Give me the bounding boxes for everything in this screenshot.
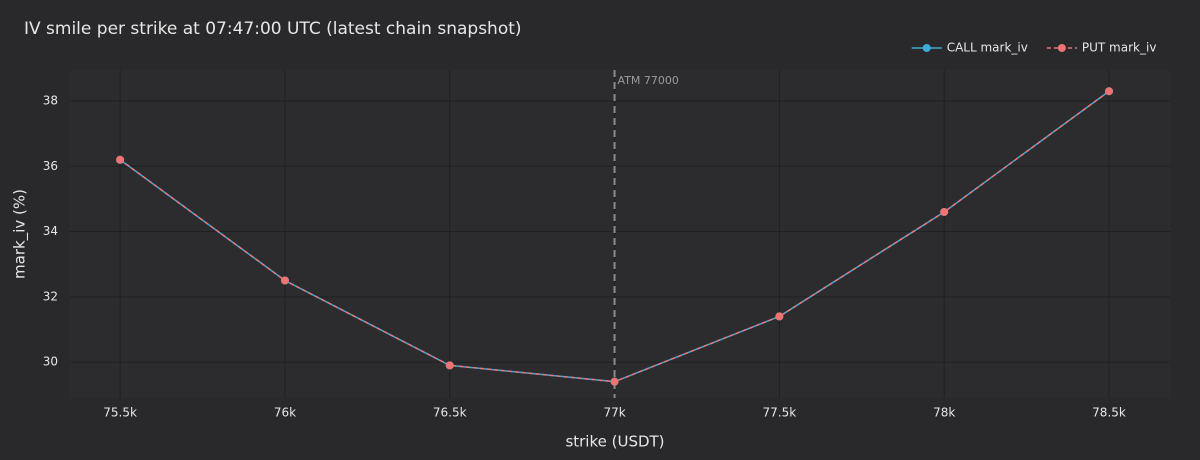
legend-marker	[922, 44, 931, 52]
y-tick-label: 34	[43, 224, 58, 238]
y-tick-label: 32	[43, 289, 58, 303]
legend-marker	[1057, 44, 1066, 52]
x-tick-label: 77k	[603, 406, 625, 420]
data-point	[1105, 87, 1114, 96]
y-tick-label: 38	[43, 94, 58, 108]
x-tick-label: 78.5k	[1092, 406, 1126, 420]
data-point	[775, 312, 784, 321]
data-point	[610, 377, 619, 386]
legend-label: PUT mark_iv	[1082, 41, 1157, 55]
data-point	[445, 361, 454, 370]
atm-label: ATM 77000	[618, 74, 679, 87]
x-axis-title: strike (USDT)	[565, 433, 664, 451]
data-point	[116, 155, 125, 164]
x-tick-label: 77.5k	[763, 406, 797, 420]
y-tick-label: 36	[43, 159, 58, 173]
chart-title: IV smile per strike at 07:47:00 UTC (lat…	[24, 19, 522, 39]
legend-item: CALL mark_iv	[911, 41, 1028, 55]
legend-item: PUT mark_iv	[1046, 41, 1157, 55]
y-tick-label: 30	[43, 355, 58, 369]
x-tick-label: 75.5k	[103, 406, 137, 420]
data-point	[940, 207, 949, 216]
plot-area	[70, 70, 1170, 398]
x-tick-label: 76.5k	[433, 406, 467, 420]
x-tick-label: 78k	[933, 406, 955, 420]
y-axis-title: mark_iv (%)	[11, 189, 30, 279]
legend-label: CALL mark_iv	[947, 41, 1028, 55]
x-tick-label: 76k	[274, 406, 296, 420]
data-point	[280, 276, 289, 285]
